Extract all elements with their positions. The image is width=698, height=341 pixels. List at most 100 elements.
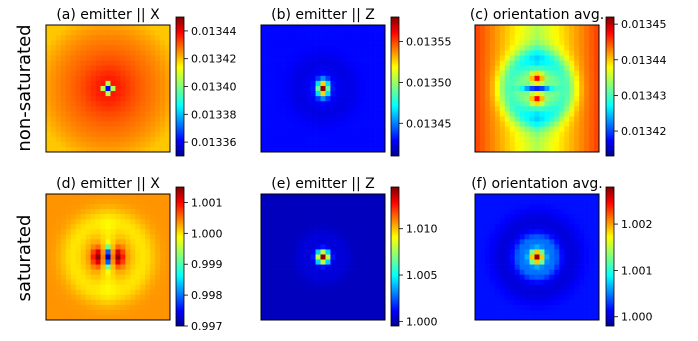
heatmap-cell — [305, 209, 311, 215]
heatmap-cell — [360, 35, 366, 41]
heatmap-cell — [145, 299, 151, 306]
heatmap-cell — [529, 194, 535, 200]
heatmap-cell — [280, 40, 287, 46]
heatmap-cell — [90, 234, 96, 240]
heatmap-cell — [539, 85, 545, 92]
heatmap-cell — [589, 224, 595, 230]
heatmap-cell — [380, 40, 386, 46]
heatmap-cell — [65, 229, 72, 235]
heatmap-cell — [80, 40, 87, 46]
heatmap-cell — [261, 209, 267, 215]
heatmap-cell — [524, 75, 530, 82]
heatmap-cell — [65, 234, 72, 240]
heatmap-cell — [305, 85, 311, 92]
heatmap-cell — [95, 131, 101, 138]
heatmap-cell — [265, 131, 272, 138]
heatmap-cell — [280, 70, 287, 77]
heatmap-cell — [539, 91, 545, 97]
heatmap-cell — [261, 229, 267, 235]
heatmap-cell — [544, 314, 550, 321]
heatmap-cell — [479, 45, 486, 51]
heatmap-cell — [475, 141, 481, 148]
heatmap-cell — [125, 45, 131, 51]
heatmap-cell — [320, 244, 326, 250]
heatmap-cell — [539, 314, 545, 321]
heatmap-cell — [345, 259, 351, 265]
heatmap-cell — [345, 136, 351, 143]
heatmap-cell — [95, 96, 101, 102]
heatmap-cell — [554, 85, 560, 92]
heatmap-cell — [544, 96, 550, 102]
heatmap-cell — [345, 249, 351, 255]
heatmap-cell — [125, 249, 131, 255]
heatmap-cell — [519, 294, 525, 301]
heatmap-cell — [270, 214, 277, 220]
heatmap-cell — [90, 284, 96, 291]
heatmap-cell — [559, 224, 565, 230]
heatmap-cell — [46, 121, 52, 127]
heatmap-cell — [305, 70, 311, 77]
heatmap-cell — [115, 294, 121, 301]
heatmap-cell — [105, 35, 111, 41]
heatmap-cell — [380, 294, 386, 301]
heatmap-cell — [494, 194, 501, 200]
heatmap-cell — [120, 131, 126, 138]
heatmap-cell — [165, 101, 171, 107]
heatmap-cell — [554, 304, 560, 311]
heatmap-cell — [120, 146, 126, 153]
heatmap-cell — [589, 229, 595, 235]
heatmap-cell — [135, 304, 141, 311]
heatmap-cell — [150, 269, 156, 275]
colorbar-tick-label: 1.002 — [621, 218, 653, 231]
heatmap-cell — [55, 35, 62, 41]
heatmap-cell — [504, 70, 511, 77]
heatmap-cell — [275, 214, 282, 220]
heatmap-cell — [270, 299, 277, 306]
heatmap-cell — [325, 70, 331, 77]
heatmap-cell — [574, 309, 580, 316]
heatmap-cell — [355, 146, 361, 153]
heatmap-cell — [65, 249, 72, 255]
heatmap-cell — [514, 30, 520, 36]
heatmap-cell — [589, 45, 595, 51]
heatmap-cell — [110, 60, 116, 66]
heatmap-cell — [380, 106, 386, 112]
heatmap-cell — [295, 294, 302, 301]
heatmap-cell — [519, 284, 525, 291]
heatmap-cell — [165, 96, 171, 102]
heatmap-cell — [375, 259, 381, 265]
heatmap-cell — [110, 299, 116, 306]
heatmap-cell — [160, 101, 166, 107]
heatmap-cell — [280, 111, 287, 117]
heatmap-cell — [380, 91, 386, 97]
heatmap-cell — [375, 30, 381, 36]
heatmap-cell — [130, 284, 136, 291]
heatmap-cell — [100, 126, 106, 133]
heatmap-cell — [519, 25, 525, 31]
heatmap-cell — [160, 289, 166, 296]
heatmap-cell — [90, 244, 96, 250]
heatmap-cell — [55, 299, 62, 306]
heatmap-cell — [135, 96, 141, 102]
heatmap-cell — [55, 269, 62, 275]
heatmap-cell — [375, 141, 381, 148]
heatmap-cell — [549, 274, 555, 281]
heatmap-cell — [335, 111, 341, 117]
heatmap-cell — [365, 229, 371, 235]
heatmap-cell — [60, 309, 67, 316]
heatmap-cell — [335, 194, 341, 200]
heatmap-cell — [375, 304, 381, 311]
heatmap-cell — [330, 244, 336, 250]
heatmap-cell — [365, 259, 371, 265]
heatmap-cell — [514, 101, 520, 107]
heatmap-cell — [65, 30, 72, 36]
heatmap-cell — [484, 111, 491, 117]
heatmap-cell — [360, 274, 366, 281]
heatmap-cell — [60, 224, 67, 230]
heatmap-cell — [559, 314, 565, 321]
heatmap-cell — [514, 106, 520, 112]
heatmap-cell — [524, 141, 530, 148]
heatmap-cell — [65, 55, 72, 61]
heatmap-cell — [504, 30, 511, 36]
heatmap-cell — [544, 289, 550, 296]
